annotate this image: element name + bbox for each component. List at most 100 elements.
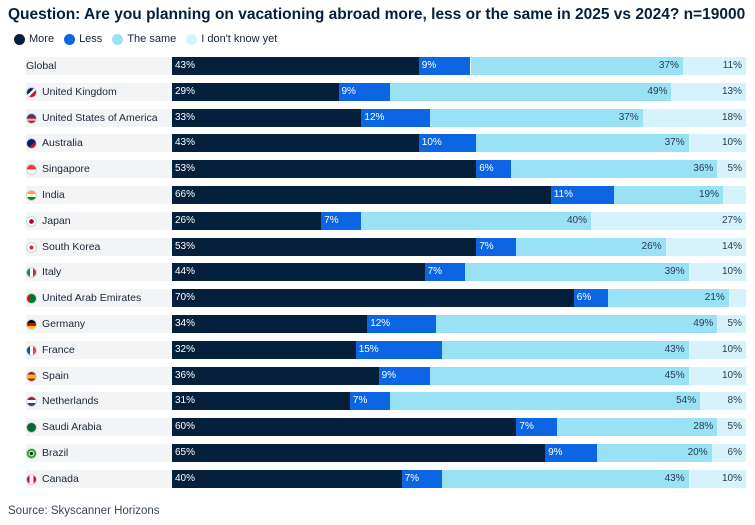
usa-flag-icon <box>26 112 37 124</box>
uk-flag-icon <box>26 86 37 98</box>
data-label-more: 43% <box>175 137 196 148</box>
data-label-more: 53% <box>175 241 196 252</box>
data-label-less: 7% <box>479 241 494 252</box>
bar-segment-less <box>476 160 511 178</box>
bar-segment-less <box>367 315 437 333</box>
bar-segment-same <box>436 315 718 333</box>
category-label: Brazil <box>26 444 68 462</box>
data-label-less: 7% <box>519 421 534 432</box>
japan-flag-icon <box>26 215 37 227</box>
bar-segment-same <box>556 418 718 436</box>
bar-segment-more <box>172 418 517 436</box>
data-label-less: 9% <box>548 447 563 458</box>
data-label-unknown: 10% <box>721 344 742 355</box>
bar-segment-more <box>172 263 425 281</box>
bar-segment-more <box>172 109 362 127</box>
bar-segment-same <box>476 134 689 152</box>
bar-segment-unknown <box>717 418 746 436</box>
bar-segment-more <box>172 134 419 152</box>
legend-swatch-unknown <box>186 33 198 45</box>
australia-flag-icon <box>26 137 37 149</box>
category-name: India <box>42 189 65 201</box>
bar-segment-unknown <box>671 83 746 101</box>
bar-segment-more <box>172 341 356 359</box>
data-label-more: 31% <box>175 395 196 406</box>
category-label: Australia <box>26 134 83 152</box>
category-name: United States of America <box>42 112 158 124</box>
data-label-same: 54% <box>676 395 697 406</box>
category-label: Global <box>26 57 56 75</box>
category-label: Italy <box>26 263 61 281</box>
bar-segment-more <box>172 315 368 333</box>
bar-segment-unknown <box>717 160 746 178</box>
bar-segment-less <box>355 341 442 359</box>
category-label: Canada <box>26 470 79 488</box>
legend-item-same: The same <box>112 33 176 45</box>
spain-flag-icon <box>26 370 37 382</box>
category-name: United Arab Emirates <box>42 292 142 304</box>
bar-segment-same <box>510 160 718 178</box>
canada-flag-icon <box>26 473 37 485</box>
legend: More Less The same I don't know yet <box>14 33 287 45</box>
data-label-unknown: 10% <box>721 370 742 381</box>
saudi-arabia-flag-icon <box>26 421 37 433</box>
data-label-less: 9% <box>381 370 397 381</box>
data-label-less: 11% <box>553 189 574 200</box>
data-label-less: 7% <box>427 266 443 277</box>
data-label-more: 32% <box>175 344 196 355</box>
bar-segment-more <box>172 444 546 462</box>
category-label: United States of America <box>26 109 158 127</box>
legend-label-unknown: I don't know yet <box>201 33 278 45</box>
data-label-unknown: 13% <box>721 86 742 97</box>
data-label-same: 45% <box>664 370 685 381</box>
category-name: Singapore <box>42 163 90 175</box>
bar-segment-unknown <box>591 212 746 230</box>
bar-segment-more <box>172 186 551 204</box>
legend-swatch-same <box>112 33 124 45</box>
data-label-less: 15% <box>358 344 379 355</box>
bar-segment-unknown <box>688 367 746 385</box>
bar-segment-more <box>172 367 379 385</box>
data-label-unknown: 6% <box>727 447 742 458</box>
data-label-more: 34% <box>175 318 196 329</box>
bar-segment-same <box>516 238 666 256</box>
legend-label-same: The same <box>127 33 177 45</box>
bar-segment-more <box>172 289 574 307</box>
data-label-same: 28% <box>693 421 714 432</box>
data-label-unknown: 14% <box>721 241 742 252</box>
bar-segment-same <box>470 57 683 75</box>
france-flag-icon <box>26 344 37 356</box>
bar-segment-less <box>545 444 597 462</box>
data-label-more: 70% <box>175 292 196 303</box>
bar-segment-unknown <box>688 341 746 359</box>
bar-segment-less <box>418 57 471 75</box>
data-label-same: 39% <box>664 266 685 277</box>
category-label: India <box>26 186 65 204</box>
data-label-less: 7% <box>404 473 420 484</box>
uae-flag-icon <box>26 292 37 304</box>
bar-segment-more <box>172 470 402 488</box>
bar-segment-same <box>430 109 643 127</box>
data-label-same: 20% <box>687 447 708 458</box>
bar-segment-unknown <box>728 289 746 307</box>
data-label-unknown: 10% <box>721 137 742 148</box>
category-name: South Korea <box>42 241 101 253</box>
category-name: United Kingdom <box>42 86 117 98</box>
data-label-same: 43% <box>664 473 685 484</box>
bar-segment-unknown <box>642 109 746 127</box>
germany-flag-icon <box>26 318 37 330</box>
category-name: Netherlands <box>42 395 99 407</box>
category-name: France <box>42 344 75 356</box>
bar-segment-unknown <box>723 186 746 204</box>
data-label-more: 33% <box>175 112 196 123</box>
legend-swatch-less <box>64 33 76 45</box>
bar-segment-same <box>608 289 729 307</box>
legend-item-unknown: I don't know yet <box>186 33 277 45</box>
data-label-same: 36% <box>693 163 714 174</box>
bar-segment-same <box>390 392 701 410</box>
data-label-less: 9% <box>421 60 437 71</box>
data-label-unknown: 18% <box>721 112 742 123</box>
data-label-more: 36% <box>175 370 196 381</box>
data-label-same: 21% <box>704 292 725 303</box>
